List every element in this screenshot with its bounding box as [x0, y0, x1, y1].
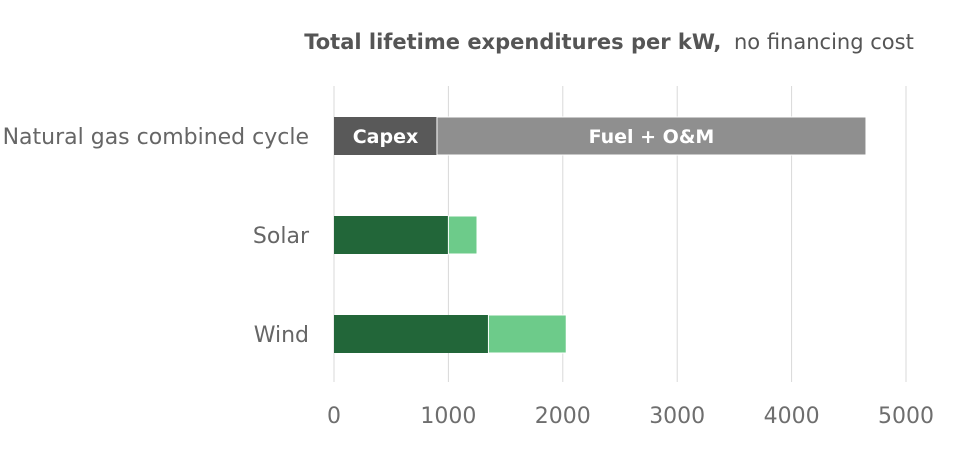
x-tick-label-5000: 5000 — [878, 404, 934, 429]
x-tick-label-4000: 4000 — [764, 404, 820, 429]
category-label-1: Solar — [253, 224, 310, 249]
chart-title-bold: Total lifetime expenditures per kW, — [304, 30, 721, 54]
x-tick-label-1000: 1000 — [420, 404, 476, 429]
bar-2-1 — [487, 314, 567, 354]
segment-label-0-1: Fuel + O&M — [589, 126, 715, 148]
chart-title: Total lifetime expenditures per kW, no f… — [304, 30, 914, 54]
chart-title-rest: no financing cost — [734, 30, 914, 54]
bar-0-0 — [334, 117, 437, 155]
segment-label-0-0: Capex — [353, 126, 419, 148]
category-label-2: Wind — [254, 323, 309, 348]
bar-1-1 — [447, 215, 478, 255]
bars-layer: Capex Fuel + O&M — [334, 116, 867, 354]
x-tick-label-2000: 2000 — [535, 404, 591, 429]
category-label-0: Natural gas combined cycle — [3, 125, 309, 150]
bar-1-0 — [334, 216, 449, 254]
bar-2-0 — [334, 315, 489, 353]
category-labels: Natural gas combined cycle Solar Wind — [3, 125, 310, 348]
x-axis-tick-labels: 0 1000 2000 3000 4000 5000 — [327, 404, 934, 429]
x-tick-label-3000: 3000 — [649, 404, 705, 429]
x-tick-label-0: 0 — [327, 404, 341, 429]
bar-0-1 — [436, 116, 867, 156]
